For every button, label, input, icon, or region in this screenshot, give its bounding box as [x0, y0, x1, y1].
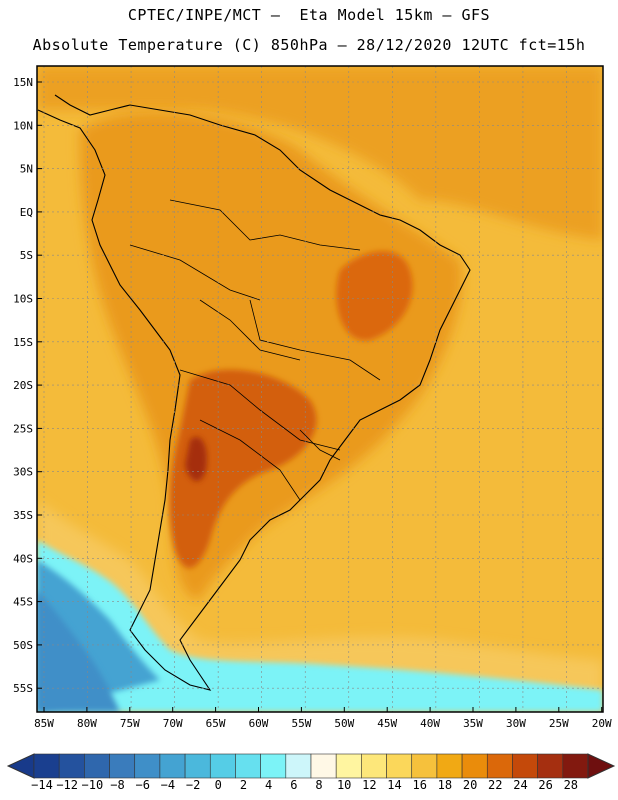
graticule [37, 66, 603, 712]
colorbar-label: 28 [563, 778, 579, 792]
longitude-label: 55W [291, 717, 311, 730]
colorbar-swatch [461, 753, 488, 779]
latitude-label: 15S [13, 336, 33, 349]
colorbar-swatch [33, 753, 60, 779]
latitude-label: 50S [13, 639, 33, 652]
colorbar-swatch [310, 753, 337, 779]
latitude-label: 35S [13, 509, 33, 522]
colorbar-label: −10 [81, 778, 104, 792]
colorbar-swatch [209, 753, 236, 779]
colorbar-label: 16 [412, 778, 427, 792]
colorbar-label: 4 [265, 778, 273, 792]
colorbar-swatch [134, 753, 161, 779]
colorbar-swatch [537, 753, 564, 779]
latitude-label: 5N [20, 163, 33, 176]
colorbar-swatch [109, 753, 136, 779]
colorbar-swatch [159, 753, 186, 779]
colorbar-label: 8 [315, 778, 323, 792]
colorbar-swatch [84, 753, 110, 779]
colorbar-label: 18 [437, 778, 453, 792]
colorbar-swatch [562, 753, 589, 779]
colorbar-label: 10 [336, 778, 352, 792]
latitude-label: 40S [13, 552, 33, 565]
longitude-label: 30W [506, 717, 526, 730]
latitude-label: 55S [13, 682, 33, 695]
longitude-label: 40W [420, 717, 440, 730]
latitude-label: 10N [13, 119, 33, 132]
colorbar-over-arrow [587, 753, 616, 779]
longitude-label: 70W [163, 717, 183, 730]
country-borders [129, 199, 381, 501]
latitude-label: 25S [13, 422, 33, 435]
colorbar-label: −8 [110, 778, 125, 792]
colorbar-swatch [58, 753, 85, 779]
colorbar-label: −6 [135, 778, 150, 792]
colorbar-swatch [260, 753, 287, 779]
longitude-labels: 85W 80W 75W 70W 65W 60W 55W 50W 45W 40W 35W 30W 25W 2… [34, 707, 612, 730]
colorbar-swatch [386, 753, 413, 779]
colorbar [6, 753, 616, 779]
colorbar-swatch [411, 753, 438, 779]
colorbar-swatch [184, 753, 211, 779]
colorbar-label: −4 [160, 778, 176, 792]
latitude-label: 5S [20, 249, 33, 262]
colorbar-swatch [335, 753, 362, 779]
latitude-label: 20S [13, 379, 33, 392]
longitude-label: 80W [77, 717, 97, 730]
longitude-label: 85W [34, 717, 54, 730]
latitude-label: EQ [20, 206, 33, 219]
longitude-label: 60W [249, 717, 269, 730]
colorbar-label: 26 [538, 778, 553, 792]
colorbar-swatch [285, 753, 312, 779]
colorbar-swatch [235, 753, 261, 779]
colorbar-label: −14 [31, 778, 53, 792]
longitude-label: 50W [334, 717, 354, 730]
longitude-label: 20W [592, 717, 612, 730]
map-title-line1: CPTEC/INPE/MCT – Eta Model 15km – GFS [127, 6, 491, 24]
colorbar-swatch [361, 753, 387, 779]
colorbar-swatch [436, 753, 463, 779]
temperature-field [37, 66, 603, 712]
longitude-label: 45W [377, 717, 397, 730]
longitude-label: 25W [549, 717, 569, 730]
colorbar-label: 24 [513, 778, 528, 792]
latitude-labels: 15N 10N 5N EQ 5S 10S 15S 20S 25S 30S 35S 40S 45S 50S 5… [13, 76, 42, 695]
coastlines [37, 94, 471, 691]
colorbar-label: 2 [239, 778, 248, 792]
latitude-label: 15N [13, 76, 33, 89]
colorbar-swatch [512, 753, 538, 779]
longitude-label: 75W [120, 717, 140, 730]
colorbar-label: −2 [185, 778, 201, 792]
longitude-label: 65W [206, 717, 226, 730]
colorbar-label: 20 [462, 778, 478, 792]
latitude-label: 30S [13, 466, 33, 479]
colorbar-label: −12 [56, 778, 79, 792]
colorbar-label: 14 [387, 778, 402, 792]
colorbar-label: 12 [362, 778, 377, 792]
plot-frame [36, 65, 604, 713]
latitude-label: 45S [13, 596, 33, 609]
longitude-label: 35W [463, 717, 483, 730]
colorbar-swatch [486, 753, 513, 779]
colorbar-label: 22 [488, 778, 503, 792]
colorbar-under-arrow [6, 753, 35, 779]
map-title-line2: Absolute Temperature (C) 850hPa – 28/12/… [32, 36, 586, 54]
colorbar-label: 6 [290, 778, 298, 792]
latitude-label: 10S [13, 293, 33, 306]
colorbar-label: 0 [214, 778, 222, 792]
